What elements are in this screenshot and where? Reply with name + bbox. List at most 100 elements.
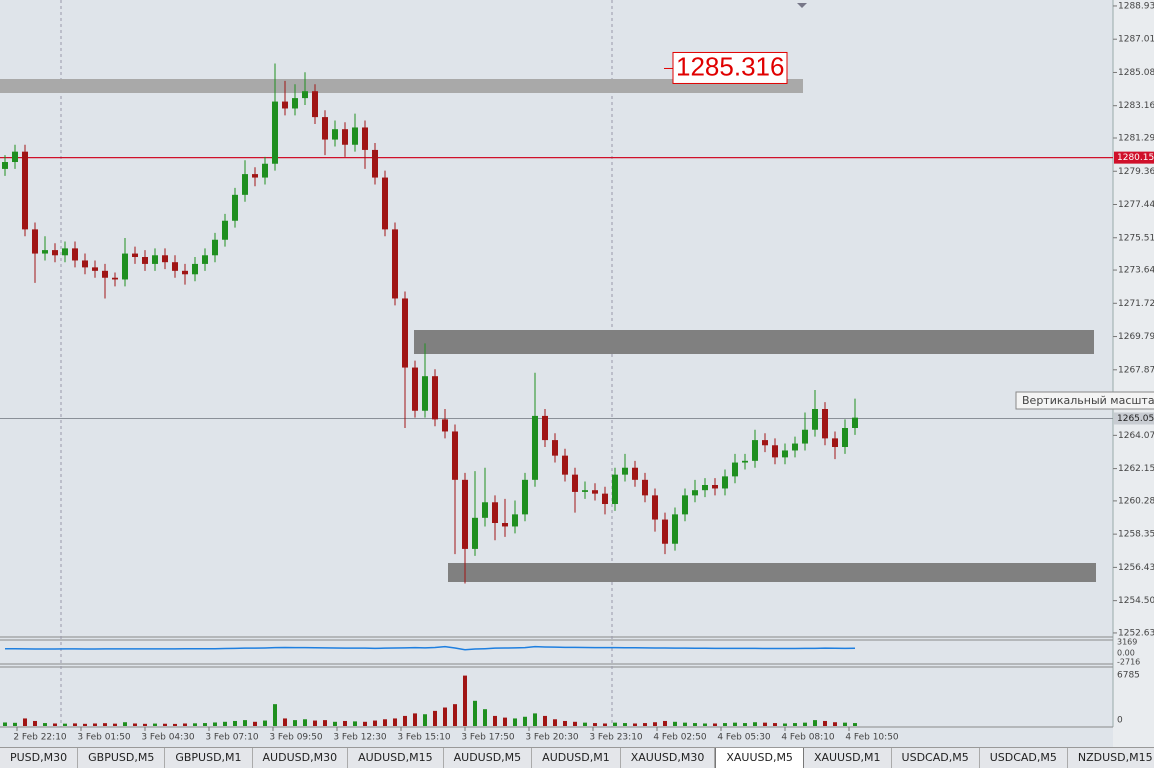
candle-body <box>492 502 498 524</box>
volume-bar <box>363 721 367 726</box>
candle-body <box>232 194 238 221</box>
candle-body <box>252 174 258 178</box>
level-label-bg <box>1114 151 1154 164</box>
volume-bar <box>513 718 517 726</box>
volume-bar <box>183 723 187 726</box>
candle-body <box>272 101 278 164</box>
volume-bar <box>123 722 127 726</box>
candle-body <box>72 248 78 261</box>
volume-bar <box>233 720 237 726</box>
volume-bar <box>793 723 797 726</box>
volume-bar <box>643 723 647 726</box>
volume-bar <box>523 716 527 726</box>
x-tick-label: 2 Feb 22:10 <box>13 733 67 743</box>
candle-body <box>562 455 568 475</box>
symbol-tab[interactable]: USDCAD,M5 <box>980 748 1068 768</box>
candle-body <box>32 229 38 254</box>
symbol-tab[interactable]: PUSD,M30 <box>0 748 79 768</box>
x-tick-label: 3 Feb 12:30 <box>333 733 387 743</box>
volume-bar <box>743 723 747 726</box>
candle-body <box>592 490 598 494</box>
candle-body <box>52 250 58 256</box>
volume-bar <box>493 715 497 726</box>
symbol-tab[interactable]: GBPUSD,M5 <box>78 748 166 768</box>
volume-bar <box>463 675 467 726</box>
volume-bar <box>593 723 597 726</box>
price-label: 1265.05 <box>1117 414 1154 424</box>
candle-body <box>62 248 68 256</box>
x-tick-label: 3 Feb 07:10 <box>205 733 259 743</box>
volume-bar <box>403 715 407 726</box>
candle-body <box>652 495 658 520</box>
volume-bar <box>683 722 687 726</box>
candle-body <box>382 177 388 230</box>
level-label: 1280.154 <box>1117 153 1154 163</box>
volume-bar <box>623 723 627 726</box>
candle-body <box>822 409 828 439</box>
volume-bar <box>53 723 57 726</box>
tab-bar: PUSD,M30 GBPUSD,M5 GBPUSD,M1 AUDUSD,M30 AUDU… <box>0 747 1154 768</box>
x-tick-label: 3 Feb 15:10 <box>397 733 451 743</box>
y-tick-label: 1262.15 <box>1118 464 1154 474</box>
candle-body <box>222 220 228 240</box>
volume-bar <box>23 718 27 726</box>
candle-body <box>162 255 168 263</box>
indicator-tick-label: 0.00 <box>1117 648 1135 657</box>
candle-body <box>112 277 118 280</box>
symbol-tab[interactable]: AUDUSD,M15 <box>348 748 444 768</box>
volume-bar <box>173 723 177 726</box>
y-tick-label: 1271.72 <box>1118 299 1154 309</box>
candle-body <box>2 162 8 169</box>
candle-body <box>712 485 718 489</box>
volume-bar <box>483 709 487 726</box>
annotation-text: 1285.316 <box>676 51 784 81</box>
candle-body <box>832 438 838 448</box>
y-tick-label: 1264.075 <box>1118 431 1154 441</box>
candle-body <box>312 91 318 118</box>
candle-body <box>612 474 618 505</box>
candle-body <box>172 262 178 271</box>
shift-marker <box>797 3 807 8</box>
volume-bar <box>563 720 567 726</box>
candle-body <box>462 479 468 549</box>
symbol-tab[interactable]: AUDUSD,M30 <box>253 748 349 768</box>
symbol-tab[interactable]: USDCAD,M5 <box>892 748 980 768</box>
symbol-tab[interactable]: XAUUSD,M30 <box>621 748 716 768</box>
symbol-tab[interactable]: NZDUSD,M15 <box>1068 748 1154 768</box>
volume-bar <box>533 713 537 726</box>
candle-body <box>732 462 738 477</box>
volume-bar <box>103 723 107 726</box>
volume-bar <box>503 717 507 726</box>
volume-bar <box>43 723 47 726</box>
volume-bar <box>853 723 857 726</box>
candle-body <box>642 479 648 496</box>
volume-bar <box>673 721 677 726</box>
volume-bar <box>803 722 807 726</box>
y-tick-label: 1285.085 <box>1118 68 1154 78</box>
candle-body <box>182 270 188 275</box>
tooltip-box <box>1015 391 1154 410</box>
volume-bar <box>383 719 387 726</box>
zone <box>448 563 1096 582</box>
candle-body <box>792 443 798 451</box>
symbol-tab[interactable]: XAUUSD,M5 <box>715 748 804 768</box>
candle-body <box>502 523 508 527</box>
volume-bar <box>723 723 727 726</box>
candle-body <box>372 149 378 178</box>
candle-body <box>622 467 628 475</box>
x-tick-label: 3 Feb 17:50 <box>461 733 515 743</box>
volume-bar <box>733 722 737 726</box>
chart: 1288.935 1287.01 1285.085 1283.16 1281.29 127… <box>0 0 1154 743</box>
volume-bar <box>13 722 17 726</box>
candle-body <box>12 151 18 163</box>
symbol-tab[interactable]: XAUUSD,M1 <box>804 748 892 768</box>
volume-bar <box>773 723 777 726</box>
volume-bar <box>313 720 317 726</box>
volume-bar <box>213 722 217 726</box>
symbol-tab[interactable]: AUDUSD,M5 <box>444 748 533 768</box>
symbol-tab[interactable]: GBPUSD,M1 <box>165 748 253 768</box>
symbol-tab[interactable]: AUDUSD,M1 <box>532 748 621 768</box>
x-tick-label: 4 Feb 05:30 <box>717 733 771 743</box>
candle-body <box>472 517 478 549</box>
